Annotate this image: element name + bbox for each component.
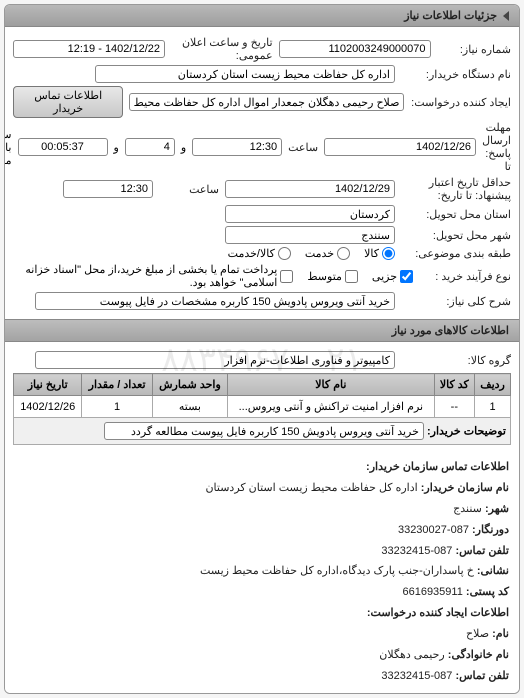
ccity-label: شهر: [485, 503, 509, 515]
valid-until-label: حداقل تاریخ اعتبار پیشنهاد: تا تاریخ: [401, 176, 511, 202]
td-date: 1402/12/26 [14, 396, 82, 418]
fname-val: صلاح [466, 628, 489, 640]
th-qty: تعداد / مقدار [82, 374, 152, 396]
th-unit: واحد شمارش [152, 374, 227, 396]
deadline-date-input[interactable] [324, 138, 476, 156]
creator-title: اطلاعات ایجاد کننده درخواست: [367, 607, 509, 619]
cat-mixed-option[interactable]: کالا/خدمت [228, 247, 291, 260]
cat-goods-option[interactable]: کالا [364, 247, 395, 260]
creator-phone-label: تلفن تماس: [455, 670, 509, 682]
org-val: اداره کل حفاظت محیط زیست استان کردستان [205, 482, 417, 494]
category-radios: کالا خدمت کالا/خدمت [228, 247, 395, 260]
card-header[interactable]: جزئیات اطلاعات نیاز [5, 5, 519, 27]
city-input[interactable] [225, 226, 395, 244]
province-input[interactable] [225, 205, 395, 223]
ccity-val: سنندج [453, 503, 482, 515]
contact-title: اطلاعات تماس سازمان خریدار: [366, 461, 509, 473]
desc-label: شرح کلی نیاز: [401, 295, 511, 308]
creator-label: ایجاد کننده درخواست: [410, 96, 511, 109]
goods-section-header: اطلاعات کالاهای مورد نیاز [5, 319, 519, 342]
bt-small-option[interactable]: جزیی [372, 270, 413, 283]
creator-phone-val: 087-33232415 [381, 670, 452, 682]
table-row[interactable]: 1 -- نرم افزار امنیت تراکنش و آنتی ویروس… [14, 396, 511, 418]
buyer-contact-button[interactable]: اطلاعات تماس خریدار [13, 86, 123, 118]
bt-medium-check[interactable] [345, 270, 358, 283]
post-val: 6616935911 [402, 586, 462, 598]
bt-medium-option[interactable]: متوسط [307, 270, 358, 283]
announce-label: تاریخ و ساعت اعلان عمومی: [171, 36, 273, 62]
desc-input[interactable] [35, 292, 395, 310]
buyer-name-input[interactable] [95, 65, 395, 83]
category-label: طبقه بندی موضوعی: [401, 247, 511, 260]
th-code: کد کالا [434, 374, 474, 396]
cat-goods-radio[interactable] [382, 247, 395, 260]
day-sep2: و [114, 141, 119, 154]
goods-table: ردیف کد کالا نام کالا واحد شمارش تعداد /… [13, 373, 511, 445]
buytype-label: نوع فرآیند خرید : [419, 270, 511, 283]
collapse-icon [503, 11, 509, 21]
th-name: نام کالا [228, 374, 434, 396]
buyer-contact-section: اطلاعات تماس سازمان خریدار: نام سازمان خ… [5, 451, 519, 693]
cphone-val: 087-33232415 [381, 545, 452, 557]
table-header-row: ردیف کد کالا نام کالا واحد شمارش تعداد /… [14, 374, 511, 396]
buytype-checks: جزیی متوسط پرداخت تمام یا بخشی از مبلغ خ… [13, 263, 413, 289]
card-title: جزئیات اطلاعات نیاز [404, 9, 497, 22]
cat-mixed-radio[interactable] [278, 247, 291, 260]
lname-label: نام خانوادگی: [448, 649, 509, 661]
need-no-input[interactable] [279, 40, 431, 58]
td-row: 1 [475, 396, 511, 418]
td-code: -- [434, 396, 474, 418]
details-card: جزئیات اطلاعات نیاز شماره نیاز: تاریخ و … [4, 4, 520, 694]
lname-val: رحیمی دهگلان [379, 649, 444, 661]
form-body: شماره نیاز: تاریخ و ساعت اعلان عمومی: نا… [5, 27, 519, 319]
bt-small-check[interactable] [400, 270, 413, 283]
zone-val: 087-33230027 [398, 524, 469, 536]
footer-input[interactable] [104, 422, 424, 440]
deadline-time-input[interactable] [192, 138, 282, 156]
announce-input[interactable] [13, 40, 165, 58]
footer-label: توضیحات خریدار: [427, 426, 506, 438]
post-label: کد پستی: [466, 586, 509, 598]
deadline-label: مهلت ارسال پاسخ: تا [482, 121, 511, 173]
remain-input [18, 138, 108, 156]
td-qty: 1 [82, 396, 152, 418]
creator-input[interactable] [129, 93, 404, 111]
th-row: ردیف [475, 374, 511, 396]
valid-date-input[interactable] [225, 180, 395, 198]
fname-label: نام: [492, 628, 509, 640]
day-sep: و [181, 141, 186, 154]
need-no-label: شماره نیاز: [437, 43, 511, 56]
group-input[interactable] [35, 351, 395, 369]
td-unit: بسته [152, 396, 227, 418]
remain-label: ساعت باقی مانده [4, 128, 12, 167]
th-date: تاریخ نیاز [14, 374, 82, 396]
cat-service-option[interactable]: خدمت [305, 247, 350, 260]
cat-service-radio[interactable] [337, 247, 350, 260]
group-label: گروه کالا: [401, 354, 511, 367]
zone-label: دورنگار: [472, 524, 509, 536]
org-label: نام سازمان خریدار: [421, 482, 509, 494]
province-label: استان محل تحویل: [401, 208, 511, 221]
buyer-name-label: نام دستگاه خریدار: [401, 68, 511, 81]
table-footer-row: توضیحات خریدار: [14, 418, 511, 445]
time-label: ساعت [288, 141, 318, 154]
day-input[interactable] [125, 138, 175, 156]
bt-note-option[interactable]: پرداخت تمام یا بخشی از مبلغ خرید،از محل … [13, 263, 293, 289]
td-name: نرم افزار امنیت تراکنش و آنتی ویروس... [228, 396, 434, 418]
city-label: شهر محل تحویل: [401, 229, 511, 242]
valid-time-label: ساعت [159, 183, 219, 196]
cphone-label: تلفن تماس: [455, 545, 509, 557]
bt-note-check[interactable] [280, 270, 293, 283]
valid-time-input[interactable] [63, 180, 153, 198]
